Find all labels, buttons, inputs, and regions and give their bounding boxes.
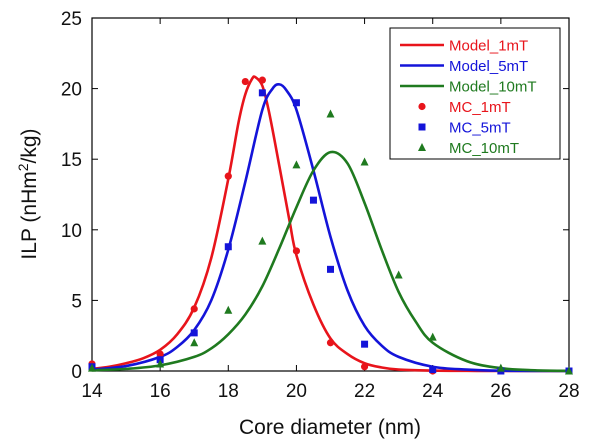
series-line-model-10mt [91, 150, 570, 373]
y-tick-label: 10 [61, 221, 82, 242]
x-tick-label: 14 [81, 381, 103, 402]
point-mc-10mt [224, 305, 233, 314]
point-mc-5mt [190, 329, 198, 337]
x-axis-title: Core diameter (nm) [239, 416, 421, 439]
x-tick-label: 16 [150, 381, 171, 402]
x-tick-label: 18 [218, 381, 239, 402]
y-axis-title: ILP (nHm2/kg) [15, 128, 41, 259]
legend-label-model-5mt: Model_5mT [449, 58, 528, 75]
point-mc-5mt [327, 265, 334, 273]
legend-swatch-mc-10mt [418, 143, 426, 151]
point-mc-1mt [258, 76, 266, 84]
legend-label-mc-10mt: MC_10mT [449, 140, 519, 157]
legend-label-model-10mt: Model_10mT [449, 79, 537, 96]
y-tick-label: 15 [61, 150, 82, 171]
point-mc-10mt [360, 157, 369, 166]
point-mc-5mt [309, 196, 317, 204]
point-mc-10mt [258, 236, 267, 245]
legend-label-mc-1mt: MC_1mT [449, 99, 511, 116]
legend: Model_1mT Model_5mT Model_10mT MC_1mT MC_5mT… [389, 27, 561, 160]
point-mc-1mt [326, 339, 335, 347]
series-line-model-5mt [91, 83, 570, 373]
lines-layer [91, 75, 570, 373]
point-mc-10mt [88, 363, 96, 372]
y-tick-label: 20 [61, 80, 82, 101]
y-tick-label: 25 [61, 9, 82, 30]
y-tick-label: 5 [71, 291, 82, 312]
point-mc-10mt [190, 338, 199, 347]
point-mc-10mt [394, 270, 403, 279]
point-mc-1mt [241, 77, 249, 86]
point-mc-5mt [361, 340, 369, 348]
y-axis-title-part-3: /kg) [18, 128, 41, 163]
point-mc-5mt [429, 366, 437, 374]
legend-label-model-1mt: Model_1mT [449, 38, 528, 55]
markers-layer [88, 76, 573, 375]
point-mc-1mt [224, 172, 232, 180]
x-tick-label: 20 [286, 381, 307, 402]
x-tick-label: 28 [558, 381, 579, 402]
x-tick-label: 24 [422, 381, 444, 402]
legend-label-mc-5mt: MC_5mT [449, 120, 511, 137]
point-mc-10mt [156, 359, 165, 368]
point-mc-1mt [156, 350, 164, 358]
point-mc-10mt [565, 366, 573, 375]
point-mc-5mt [224, 243, 232, 251]
legend-swatch-mc-5mt [418, 123, 426, 131]
point-mc-5mt [258, 89, 266, 97]
point-mc-1mt [190, 305, 198, 313]
point-mc-1mt [292, 247, 301, 255]
point-mc-10mt [292, 160, 301, 169]
x-tick-label: 22 [354, 381, 375, 402]
legend-box [389, 27, 561, 160]
point-mc-10mt [326, 109, 335, 118]
y-axis-title-part-1: ILP (nHm [18, 171, 41, 259]
point-mc-5mt [292, 99, 300, 107]
point-mc-10mt [496, 363, 505, 372]
point-mc-10mt [428, 332, 437, 341]
series-line-model-1mt [91, 75, 570, 373]
x-tick-label: 26 [490, 381, 511, 402]
y-tick-label: 0 [71, 362, 82, 383]
y-axis-title-superscript: 2 [15, 163, 31, 171]
legend-swatch-mc-1mt [418, 102, 426, 111]
point-mc-1mt [360, 363, 369, 371]
